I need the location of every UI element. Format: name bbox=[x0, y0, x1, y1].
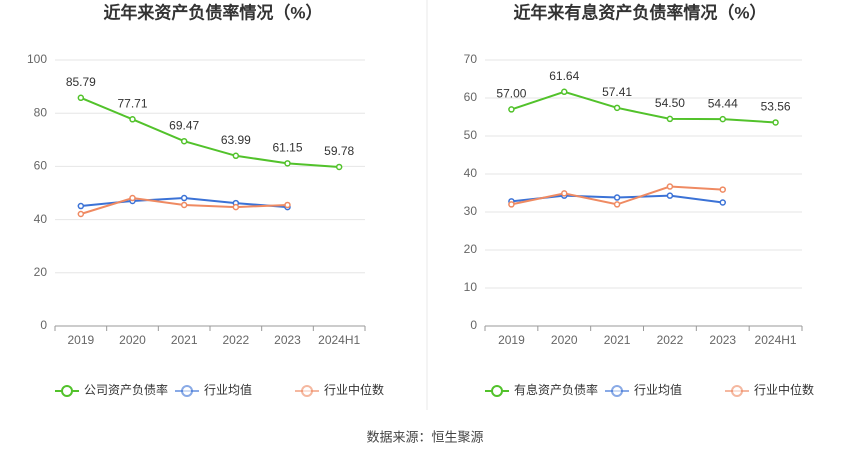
y-tick-label: 20 bbox=[34, 265, 48, 279]
point bbox=[561, 190, 568, 197]
legend-marker bbox=[301, 385, 313, 397]
point bbox=[180, 137, 188, 145]
legend-marker bbox=[731, 385, 743, 397]
y-tick-label: 70 bbox=[464, 52, 478, 66]
data-label: 53.56 bbox=[761, 100, 791, 114]
legend-label: 有息资产负债率 bbox=[514, 382, 598, 397]
x-tick-label: 2022 bbox=[222, 333, 249, 347]
data-label: 54.50 bbox=[655, 96, 685, 110]
data-label: 54.44 bbox=[708, 96, 738, 110]
x-tick-label: 2021 bbox=[171, 333, 198, 347]
data-label: 77.71 bbox=[117, 96, 147, 110]
x-tick-label: 2020 bbox=[119, 333, 146, 347]
point bbox=[335, 163, 343, 171]
point bbox=[719, 115, 726, 123]
point bbox=[180, 201, 188, 209]
data-label: 57.00 bbox=[496, 87, 526, 101]
data-label: 63.99 bbox=[221, 133, 251, 147]
point bbox=[77, 202, 85, 210]
y-tick-label: 50 bbox=[464, 128, 478, 142]
point bbox=[666, 115, 674, 123]
point bbox=[129, 116, 136, 123]
point bbox=[666, 192, 674, 199]
x-tick-label: 2024H1 bbox=[318, 333, 360, 347]
legend-label: 行业均值 bbox=[204, 382, 252, 397]
y-tick-label: 40 bbox=[464, 166, 478, 180]
series-line bbox=[511, 90, 776, 124]
data-label: 57.41 bbox=[602, 85, 632, 99]
point bbox=[613, 104, 621, 112]
y-tick-label: 10 bbox=[464, 280, 478, 294]
point bbox=[719, 199, 726, 206]
point bbox=[77, 94, 85, 102]
x-tick-label: 2019 bbox=[498, 333, 525, 347]
point bbox=[284, 201, 291, 209]
data-label: 69.47 bbox=[169, 118, 199, 132]
y-tick-label: 80 bbox=[34, 105, 48, 119]
x-tick-label: 2020 bbox=[551, 333, 578, 347]
data-label: 85.79 bbox=[66, 75, 96, 89]
legend-label: 行业均值 bbox=[634, 382, 682, 397]
point bbox=[77, 210, 85, 218]
point bbox=[561, 88, 568, 96]
y-tick-label: 60 bbox=[34, 159, 48, 173]
y-tick-label: 60 bbox=[464, 90, 478, 104]
legend-marker bbox=[611, 385, 623, 397]
point bbox=[613, 201, 621, 208]
point bbox=[719, 186, 726, 193]
point bbox=[666, 183, 674, 190]
x-tick-label: 2021 bbox=[604, 333, 631, 347]
point bbox=[284, 160, 291, 167]
point bbox=[772, 119, 779, 126]
source: 数据来源：恒生聚源 bbox=[366, 429, 483, 444]
legend-label: 行业中位数 bbox=[754, 382, 814, 397]
y-tick-label: 30 bbox=[464, 204, 478, 218]
chart-title: 近年来有息资产负债率情况（%） bbox=[513, 2, 766, 22]
x-tick-label: 2023 bbox=[274, 333, 301, 347]
chart-title: 近年来资产负债率情况（%） bbox=[103, 2, 322, 22]
legend-marker bbox=[491, 385, 503, 397]
point bbox=[180, 194, 188, 202]
point bbox=[232, 203, 240, 211]
x-tick-label: 2022 bbox=[657, 333, 684, 347]
y-tick-label: 40 bbox=[34, 212, 48, 226]
data-label: 59.78 bbox=[324, 144, 354, 158]
legend-label: 行业中位数 bbox=[324, 382, 384, 397]
series-line bbox=[80, 96, 340, 168]
x-tick-label: 2019 bbox=[67, 333, 94, 347]
point bbox=[232, 152, 240, 160]
x-tick-label: 2023 bbox=[709, 333, 736, 347]
x-tick-label: 2024H1 bbox=[755, 333, 797, 347]
point bbox=[613, 194, 621, 201]
y-tick-label: 100 bbox=[27, 52, 47, 66]
legend-label: 公司资产负债率 bbox=[84, 382, 168, 397]
y-tick-label: 0 bbox=[40, 318, 47, 332]
y-tick-label: 20 bbox=[464, 242, 478, 256]
data-label: 61.15 bbox=[272, 141, 302, 155]
legend-marker bbox=[61, 385, 73, 397]
point bbox=[129, 194, 136, 202]
legend-marker bbox=[181, 385, 193, 397]
point bbox=[508, 201, 515, 208]
y-tick-label: 0 bbox=[470, 318, 477, 332]
point bbox=[508, 106, 515, 113]
data-label: 61.64 bbox=[549, 69, 579, 83]
